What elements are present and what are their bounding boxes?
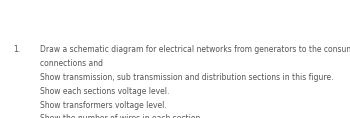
Text: Show the number of wires in each section.: Show the number of wires in each section… <box>40 114 203 118</box>
Text: Draw a schematic diagram for electrical networks from generators to the consumer: Draw a schematic diagram for electrical … <box>40 45 350 54</box>
Text: Show each sections voltage level.: Show each sections voltage level. <box>40 87 170 96</box>
Text: Show transmission, sub transmission and distribution sections in this figure.: Show transmission, sub transmission and … <box>40 73 334 82</box>
Text: Show transformers voltage level.: Show transformers voltage level. <box>40 101 167 110</box>
Text: 1.: 1. <box>13 45 20 54</box>
Text: connections and: connections and <box>40 59 103 68</box>
